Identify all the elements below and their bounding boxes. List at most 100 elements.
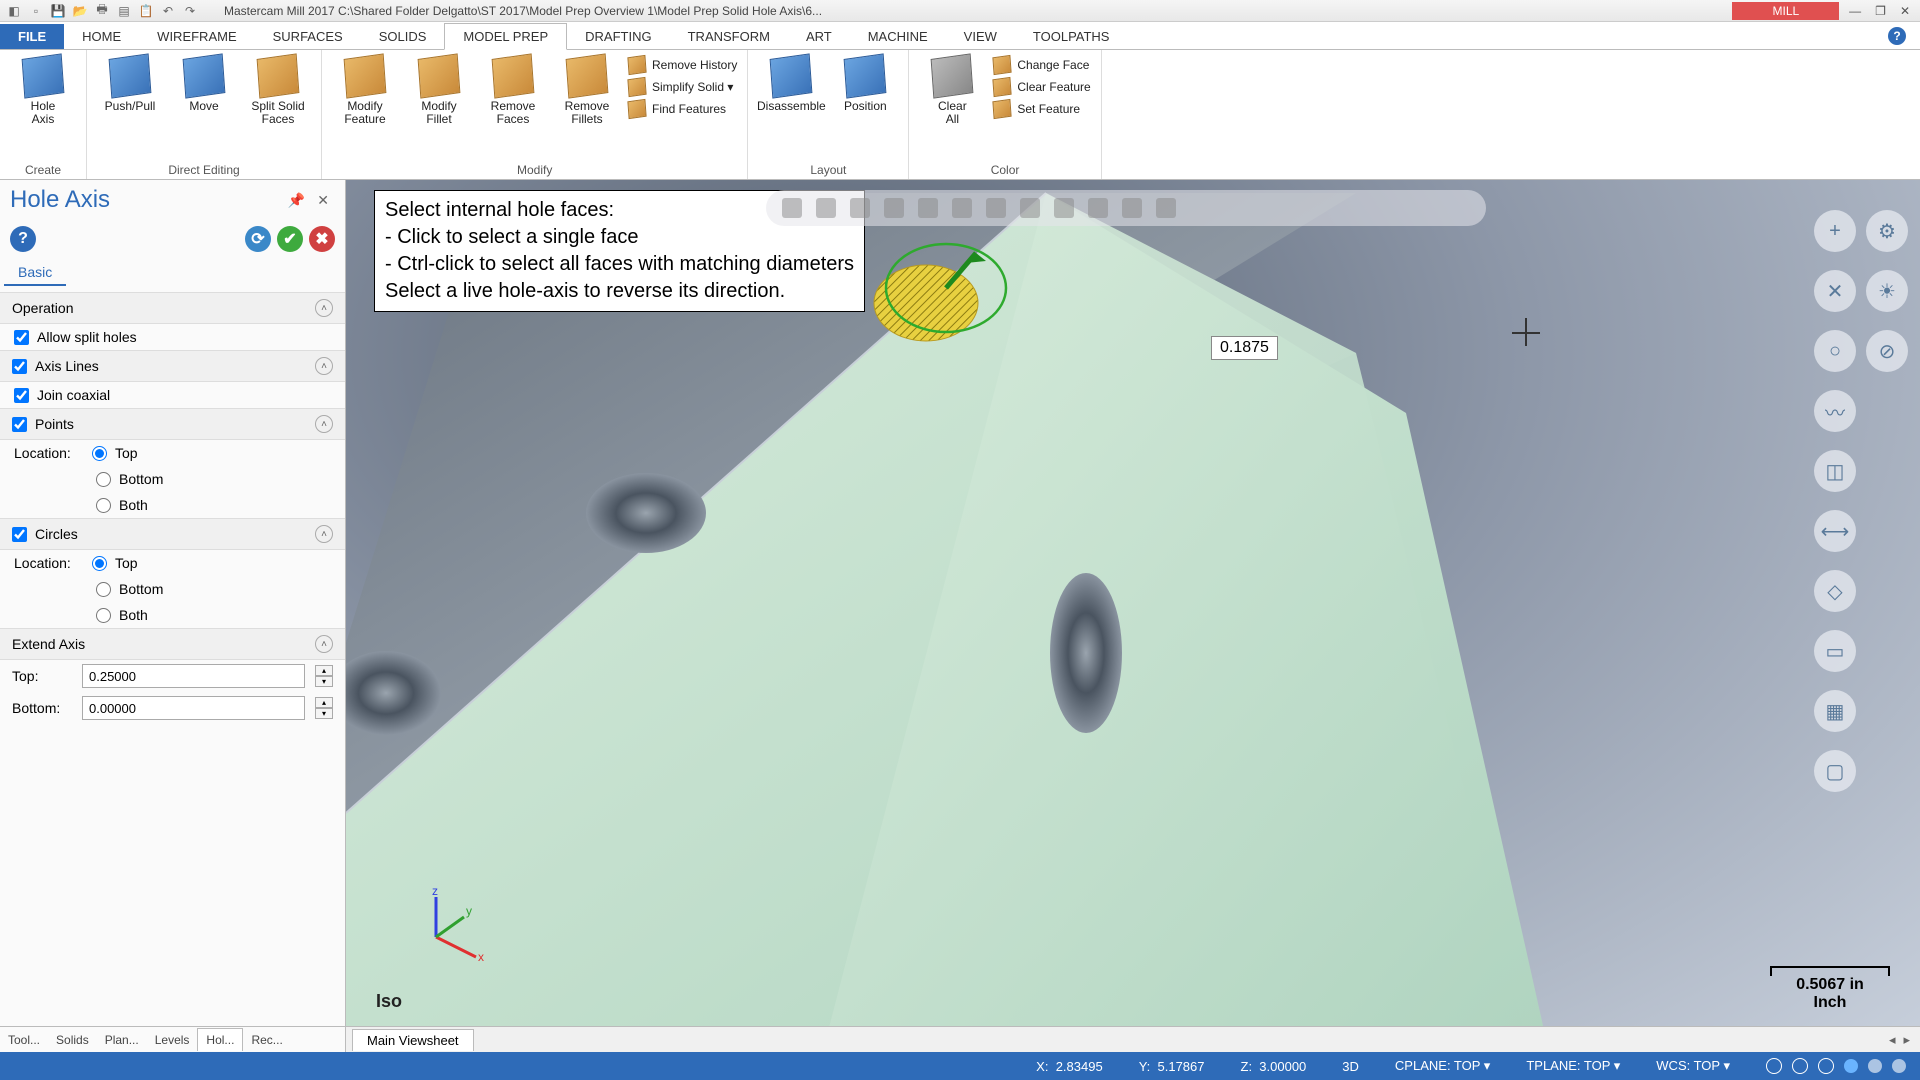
panel-help-button[interactable]: ? [10,226,36,252]
hole-axis-button[interactable]: Hole Axis [10,56,76,126]
status-dot-icon[interactable] [1868,1059,1882,1073]
mgr-tab-solids[interactable]: Solids [48,1029,97,1051]
tab-solids[interactable]: SOLIDS [361,24,445,49]
section-extend-axis[interactable]: Extend Axis˄ [0,628,345,660]
points-bottom-radio[interactable] [96,472,111,487]
allow-split-holes-checkbox[interactable] [14,330,29,345]
tab-machine[interactable]: MACHINE [850,24,946,49]
circles-checkbox[interactable] [12,527,27,542]
sel-tool-icon[interactable] [782,198,802,218]
section-circles[interactable]: Circles˄ [0,518,345,550]
status-mode[interactable]: 3D [1342,1059,1359,1074]
close-window-button[interactable]: ✕ [1900,4,1910,18]
tab-wireframe[interactable]: WIREFRAME [139,24,254,49]
join-coaxial-checkbox[interactable] [14,388,29,403]
circles-bottom-radio[interactable] [96,582,111,597]
clear-feature-button[interactable]: Clear Feature [993,78,1090,96]
status-globe-icon[interactable] [1792,1058,1808,1074]
redo-icon[interactable]: ↷ [182,3,198,19]
axis-lines-checkbox[interactable] [12,359,27,374]
qm-circle-icon[interactable]: ○ [1814,330,1856,372]
status-cplane[interactable]: CPLANE: TOP ▾ [1395,1058,1490,1074]
qat-icon[interactable]: ▤ [116,3,132,19]
circles-both-radio[interactable] [96,608,111,623]
open-icon[interactable]: 📂 [72,3,88,19]
change-face-button[interactable]: Change Face [993,56,1090,74]
viewsheet-prev-icon[interactable]: ◂ [1889,1032,1896,1048]
tab-view[interactable]: VIEW [946,24,1015,49]
tab-file[interactable]: FILE [0,24,64,49]
help-button[interactable]: ? [1874,23,1920,49]
mgr-tab-recent[interactable]: Rec... [243,1029,290,1051]
qm-no-icon[interactable]: ⊘ [1866,330,1908,372]
qm-surf-icon[interactable]: ◇ [1814,570,1856,612]
tab-home[interactable]: HOME [64,24,139,49]
split-solid-faces-button[interactable]: Split Solid Faces [245,56,311,126]
sel-tool-icon[interactable] [850,198,870,218]
sel-tool-icon[interactable] [884,198,904,218]
qm-sun-icon[interactable]: ☀ [1866,270,1908,312]
panel-tab-basic[interactable]: Basic [4,260,66,286]
new-icon[interactable]: ▫ [28,3,44,19]
sel-tool-icon[interactable] [918,198,938,218]
mgr-tab-planes[interactable]: Plan... [97,1029,147,1051]
points-both-radio[interactable] [96,498,111,513]
qm-note-icon[interactable]: ▢ [1814,750,1856,792]
qm-solid-icon[interactable]: ◫ [1814,450,1856,492]
points-checkbox[interactable] [12,417,27,432]
sel-tool-icon[interactable] [952,198,972,218]
disassemble-button[interactable]: Disassemble [758,56,824,113]
extend-bottom-input[interactable] [82,696,305,720]
bottom-spinner[interactable]: ▴▾ [315,697,333,719]
sel-tool-icon[interactable] [1122,198,1142,218]
tab-surfaces[interactable]: SURFACES [255,24,361,49]
undo-icon[interactable]: ↶ [160,3,176,19]
sel-tool-icon[interactable] [986,198,1006,218]
mgr-tab-holeaxis[interactable]: Hol... [197,1028,243,1051]
viewsheet-main[interactable]: Main Viewsheet [352,1029,474,1051]
qm-body-icon[interactable]: ▭ [1814,630,1856,672]
top-spinner[interactable]: ▴▾ [315,665,333,687]
modify-fillet-button[interactable]: Modify Fillet [406,56,472,126]
tab-transform[interactable]: TRANSFORM [670,24,788,49]
position-button[interactable]: Position [832,56,898,113]
set-feature-button[interactable]: Set Feature [993,100,1090,118]
viewsheet-next-icon[interactable]: ▸ [1903,1032,1910,1048]
simplify-solid-button[interactable]: Simplify Solid ▾ [628,78,737,96]
pin-icon[interactable]: 📌 [282,192,311,209]
sel-tool-icon[interactable] [1020,198,1040,218]
modify-feature-button[interactable]: Modify Feature [332,56,398,126]
qm-gear-icon[interactable]: ⚙ [1866,210,1908,252]
cancel-button[interactable]: ✖ [309,226,335,252]
apply-new-button[interactable]: ⟳ [245,226,271,252]
qm-dim-icon[interactable]: ⟷ [1814,510,1856,552]
status-globe-icon[interactable] [1766,1058,1782,1074]
tab-art[interactable]: ART [788,24,850,49]
status-dot-icon[interactable] [1844,1059,1858,1073]
remove-history-button[interactable]: Remove History [628,56,737,74]
tab-model-prep[interactable]: MODEL PREP [444,23,567,50]
move-button[interactable]: Move [171,56,237,113]
close-panel-icon[interactable]: ✕ [311,192,335,209]
sel-tool-icon[interactable] [1088,198,1108,218]
remove-fillets-button[interactable]: Remove Fillets [554,56,620,126]
print-icon[interactable]: 🖶 [94,3,110,19]
tab-drafting[interactable]: DRAFTING [567,24,669,49]
mgr-tab-levels[interactable]: Levels [147,1029,198,1051]
selection-toolbar[interactable] [766,190,1486,226]
extend-top-input[interactable] [82,664,305,688]
qm-mesh-icon[interactable]: ▦ [1814,690,1856,732]
status-wcs[interactable]: WCS: TOP ▾ [1656,1058,1730,1074]
ok-button[interactable]: ✔ [277,226,303,252]
minimize-button[interactable]: — [1849,4,1861,18]
section-points[interactable]: Points˄ [0,408,345,440]
status-globe-icon[interactable] [1818,1058,1834,1074]
remove-faces-button[interactable]: Remove Faces [480,56,546,126]
status-tplane[interactable]: TPLANE: TOP ▾ [1526,1058,1620,1074]
graphics-viewport[interactable]: Select internal hole faces: - Click to s… [346,180,1920,1052]
qm-plus-icon[interactable]: + [1814,210,1856,252]
tab-toolpaths[interactable]: TOOLPATHS [1015,24,1128,49]
paste-icon[interactable]: 📋 [138,3,154,19]
clear-all-button[interactable]: Clear All [919,56,985,126]
qm-x-icon[interactable]: ✕ [1814,270,1856,312]
